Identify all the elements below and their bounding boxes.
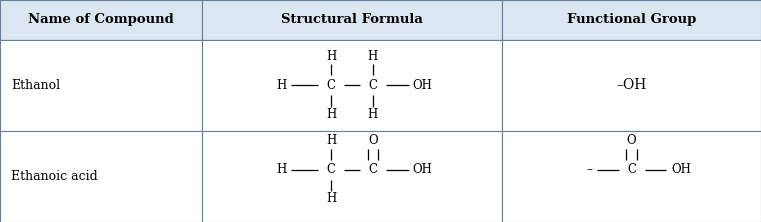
Text: OH: OH [412, 163, 432, 176]
Text: OH: OH [671, 163, 691, 176]
Text: O: O [368, 135, 377, 147]
Text: –: – [587, 163, 593, 176]
Text: H: H [368, 50, 378, 63]
Text: H: H [326, 192, 336, 205]
Text: H: H [368, 108, 378, 121]
Text: C: C [326, 79, 336, 92]
Text: Functional Group: Functional Group [567, 14, 696, 26]
Text: OH: OH [412, 79, 432, 92]
Text: Structural Formula: Structural Formula [281, 14, 423, 26]
Text: Name of Compound: Name of Compound [28, 14, 174, 26]
Text: O: O [627, 135, 636, 147]
Text: H: H [276, 79, 287, 92]
Bar [502, 0, 761, 40]
Bar [0, 0, 202, 40]
Text: H: H [326, 50, 336, 63]
Text: Ethanoic acid: Ethanoic acid [11, 170, 98, 183]
Bar [0, 40, 202, 131]
Text: C: C [326, 163, 336, 176]
Text: –OH: –OH [616, 78, 647, 93]
Text: Ethanol: Ethanol [11, 79, 61, 92]
Text: H: H [326, 135, 336, 147]
Bar [0, 131, 202, 222]
Text: H: H [326, 108, 336, 121]
Text: C: C [627, 163, 636, 176]
Text: H: H [276, 163, 287, 176]
Bar [502, 40, 761, 131]
Bar [502, 131, 761, 222]
Bar [202, 40, 502, 131]
Text: C: C [368, 79, 377, 92]
Bar [202, 0, 502, 40]
Bar [202, 131, 502, 222]
Text: C: C [368, 163, 377, 176]
